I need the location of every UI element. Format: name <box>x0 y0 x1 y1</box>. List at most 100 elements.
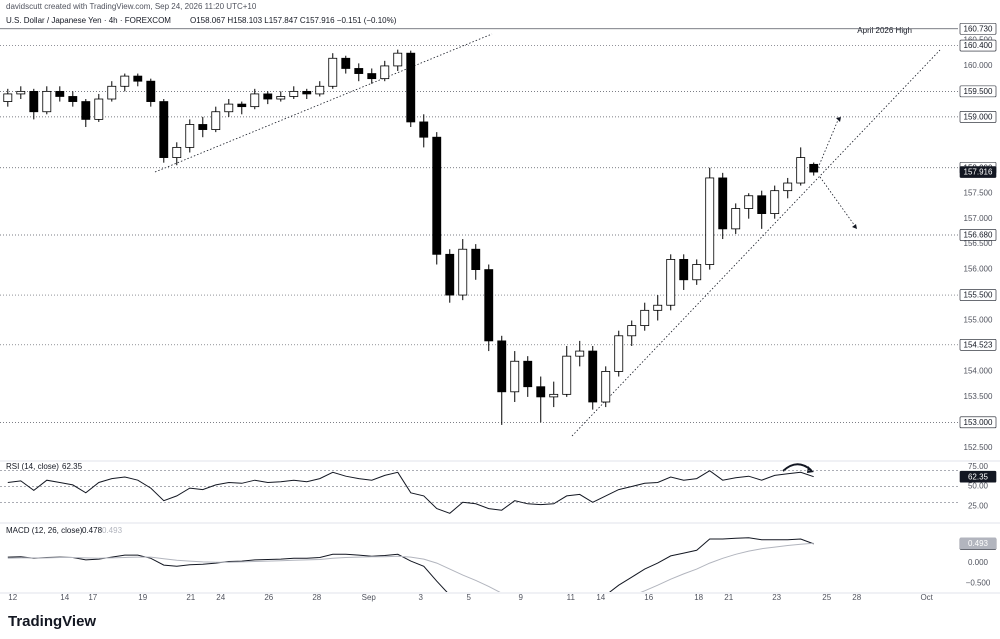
candle-body <box>198 124 208 130</box>
price-box-label: 160.400 <box>964 41 993 50</box>
y-tick-label: 156.000 <box>964 265 993 274</box>
candle-body <box>328 57 338 87</box>
trendline <box>571 49 941 437</box>
price-box-label: 159.000 <box>964 112 993 121</box>
candle-body <box>29 90 39 113</box>
candle-body <box>120 75 130 87</box>
lines <box>7 470 814 514</box>
y-tick-label: 0.000 <box>968 558 989 567</box>
candle-body <box>185 124 195 148</box>
x-tick-label: 26 <box>264 593 273 602</box>
symbol: U.S. Dollar / Japanese Yen · 4h · FOREXC… <box>6 16 171 25</box>
candle-body <box>601 371 611 403</box>
price-box <box>959 339 997 351</box>
candle-body <box>705 177 715 265</box>
candle-body <box>653 304 663 311</box>
y-tick-label: 155.000 <box>964 316 993 325</box>
rsi-title: RSI (14, close) <box>6 462 59 471</box>
x-tick-label: 14 <box>60 593 69 602</box>
candle-body <box>770 190 780 214</box>
candle-body <box>354 68 364 74</box>
y-tick-label: −0.500 <box>966 578 991 587</box>
candle-body <box>276 96 286 100</box>
price-box-label: 160.730 <box>964 24 993 33</box>
arrow <box>819 176 856 227</box>
candle-body <box>172 146 182 158</box>
price-box <box>959 111 997 123</box>
price-box <box>959 39 997 52</box>
candle-body <box>419 121 429 138</box>
price-box <box>959 229 997 241</box>
x-tick-label: 11 <box>567 593 576 602</box>
x-tick-label: 21 <box>724 593 733 602</box>
arrow-head <box>836 117 857 229</box>
price-box <box>959 22 997 35</box>
x-tick-label: Sep <box>362 593 377 602</box>
price-box-label: 0.493 <box>968 539 989 548</box>
y-tick-label: 157.500 <box>964 188 993 197</box>
candle-body <box>783 182 793 192</box>
candle-body <box>796 157 806 184</box>
price-box-label: 157.916 <box>964 168 993 177</box>
candle-body <box>575 350 585 357</box>
arrow <box>817 119 839 169</box>
price-box-label: 153.000 <box>964 418 993 427</box>
x-tick-label: 18 <box>694 593 703 602</box>
x-tick-label: 19 <box>138 593 147 602</box>
candle-body <box>445 253 455 296</box>
candle-body <box>536 386 546 398</box>
candle-body <box>367 73 377 80</box>
candle-body <box>263 93 273 100</box>
candle-body <box>640 309 650 327</box>
candle-body <box>471 248 481 270</box>
candle-body <box>237 103 247 108</box>
series-line <box>7 537 814 592</box>
candle-body <box>315 85 325 95</box>
price-box <box>959 537 997 550</box>
candle-body <box>393 52 403 67</box>
y-tick-label: 75.00 <box>968 462 989 471</box>
arrow-head <box>807 466 814 473</box>
candle-body <box>731 208 741 230</box>
candle-body <box>588 350 598 403</box>
x-tick-label: 12 <box>8 593 17 602</box>
ohlc: O158.067 H158.103 L157.847 C157.916 −0.1… <box>190 16 397 25</box>
candle-body <box>523 360 533 388</box>
candle-body <box>809 163 819 173</box>
y-tick-label: 25.00 <box>968 501 989 510</box>
y-tick-label: 156.500 <box>964 239 993 248</box>
y-tick-label: 160.000 <box>964 61 993 70</box>
candle-body <box>107 85 117 100</box>
price-box-label: 156.680 <box>964 231 993 240</box>
x-tick-label: 16 <box>644 593 653 602</box>
y-tick-label: 152.500 <box>964 443 993 452</box>
candle-body <box>744 195 754 209</box>
price-box <box>959 85 997 98</box>
candle-body <box>55 90 65 97</box>
candle-body <box>16 90 26 95</box>
candle-body <box>666 259 676 306</box>
candle-body <box>159 101 169 158</box>
candle-body <box>3 93 13 102</box>
curved-arrow <box>782 463 812 472</box>
price-box-label: 154.523 <box>964 340 993 349</box>
series-line <box>7 470 814 514</box>
candle-body <box>224 103 234 113</box>
x-tick-label: 25 <box>822 593 831 602</box>
candle-body <box>211 111 221 130</box>
x-tick-label: 14 <box>596 593 605 602</box>
x-tick-label: 21 <box>186 593 195 602</box>
signal-value: 0.493 <box>102 526 123 535</box>
candle-body <box>458 248 468 296</box>
x-tick-label: 3 <box>419 593 424 602</box>
y-tick-label: 157.000 <box>964 214 993 223</box>
price-box <box>959 289 997 301</box>
candle-body <box>757 195 767 214</box>
x-tick-label: 17 <box>88 593 97 602</box>
candle-body <box>146 80 156 102</box>
candle-body <box>133 75 143 82</box>
candle-body <box>718 177 728 230</box>
candle-body <box>380 65 390 80</box>
price-box <box>959 470 997 483</box>
